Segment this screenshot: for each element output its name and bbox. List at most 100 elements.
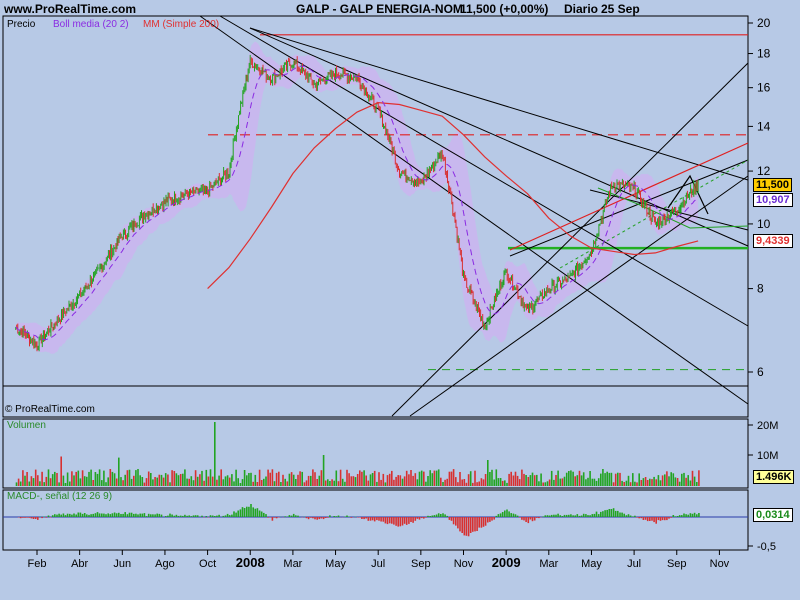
macd-bar (636, 517, 638, 518)
volume-bar (263, 478, 265, 486)
volume-bar (600, 473, 602, 486)
macd-bar (495, 515, 498, 517)
volume-bar (79, 478, 82, 486)
volume-bar (26, 472, 28, 486)
volume-bar (333, 480, 335, 486)
macd-bar (602, 511, 604, 517)
volume-bar (395, 476, 397, 486)
macd-bar (523, 517, 525, 521)
volume-bar (459, 472, 461, 486)
macd-bar (378, 517, 380, 521)
site-title[interactable]: www.ProRealTime.com (4, 2, 137, 16)
macd-bar (69, 513, 71, 517)
volume-bar (344, 481, 346, 486)
volume-bar (66, 472, 69, 486)
volume-bar (299, 471, 301, 486)
volume-bar (158, 474, 161, 486)
volume-bar (433, 470, 436, 486)
volume-bar (69, 481, 71, 486)
volume-bar (22, 470, 24, 486)
volume-bar (371, 473, 374, 486)
volume-bar (452, 469, 455, 486)
macd-bar (158, 513, 161, 517)
volume-bar (115, 478, 118, 486)
bollinger-band (15, 41, 699, 354)
volume-bar (698, 470, 700, 486)
y-tick-label: 18 (757, 47, 771, 61)
volume-bar (173, 471, 176, 486)
macd-bar (593, 513, 596, 517)
volume-bar (386, 475, 389, 486)
macd-bar (499, 513, 502, 517)
trendline (509, 159, 749, 257)
volume-bar (81, 470, 84, 486)
volume-bar (101, 480, 103, 486)
volume-bar (540, 473, 542, 486)
macd-bar (107, 513, 109, 517)
volume-bar (572, 471, 574, 486)
macd-bar (135, 513, 137, 517)
macd-bar (452, 517, 455, 525)
macd-bar (211, 515, 214, 517)
trendline (249, 27, 749, 247)
macd-bar (527, 517, 530, 524)
macd-bar (318, 517, 321, 520)
macd-bar (412, 517, 414, 523)
macd-bar (32, 517, 35, 519)
volume-bar (437, 469, 440, 486)
y-tick-label: 20 (757, 16, 771, 30)
volume-bar (521, 469, 523, 486)
macd-bar (143, 513, 146, 517)
volume-bar (614, 473, 617, 486)
y-tick-label: 16 (757, 81, 771, 95)
macd-bar (595, 511, 598, 517)
volume-bar (474, 470, 476, 486)
volume-bar (17, 478, 20, 486)
volume-bar (597, 478, 600, 486)
volume-bar (646, 480, 649, 486)
volume-bar (350, 476, 353, 486)
volume-bar (608, 472, 611, 486)
volume-bar (504, 480, 506, 486)
volume-bar (60, 456, 62, 486)
x-tick-label: Mar (283, 558, 302, 570)
volume-bar (514, 471, 517, 486)
volume-bar (523, 473, 525, 486)
macd-bar (243, 508, 246, 517)
macd-bar (96, 512, 99, 517)
volume-bar (623, 482, 625, 486)
macd-bar (399, 517, 402, 527)
volume-bar (369, 474, 372, 486)
macd-bar (397, 517, 399, 527)
macd-bar (37, 517, 39, 520)
macd-bar (612, 508, 615, 517)
volume-bar (177, 475, 180, 486)
macd-bar (493, 517, 495, 520)
volume-bar (316, 479, 318, 486)
volume-bar (687, 475, 689, 486)
volume-bar (612, 482, 615, 486)
volume-bar (696, 482, 698, 486)
macd-bar (405, 517, 408, 525)
volume-bar (376, 481, 378, 486)
macd-bar (655, 517, 657, 524)
macd-bar (487, 517, 489, 523)
macd-bar (587, 515, 589, 517)
macd-bar (661, 517, 664, 521)
volume-bar (190, 476, 193, 486)
macd-bar (295, 515, 297, 517)
volume-bar (256, 482, 259, 486)
volume-bar (273, 481, 276, 486)
volume-bars (15, 422, 700, 486)
volume-bar (30, 476, 33, 486)
volume-bar (382, 473, 385, 486)
macd-bar (179, 515, 182, 517)
macd-bar (145, 516, 148, 517)
volume-bar (56, 473, 58, 486)
macd-bar (79, 512, 82, 517)
volume-bar (160, 474, 163, 486)
macd-bar (128, 512, 131, 517)
volume-bar (501, 480, 504, 486)
macd-bar (463, 517, 466, 536)
volume-bar (147, 471, 150, 486)
